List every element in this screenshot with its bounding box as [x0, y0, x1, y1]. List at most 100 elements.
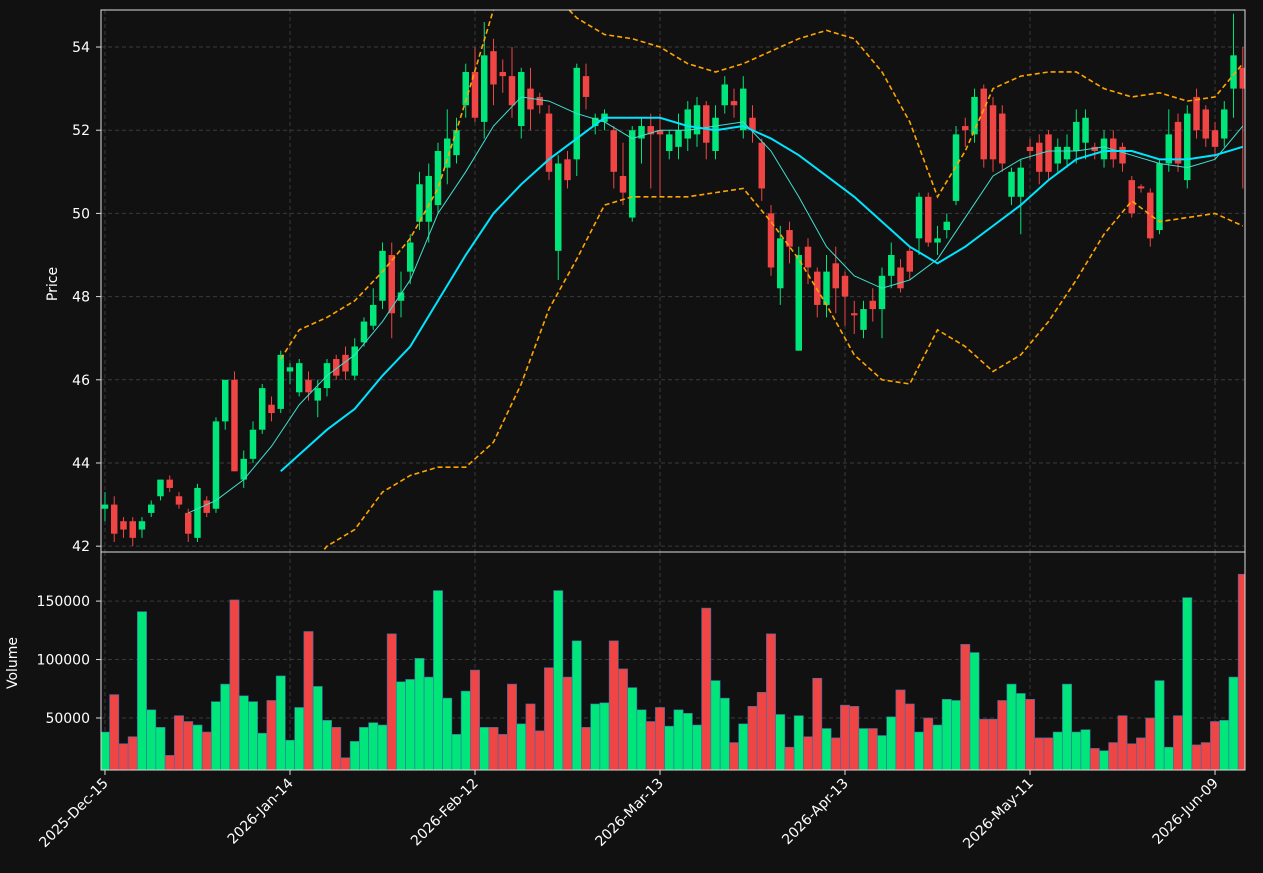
volume-bar [821, 728, 832, 770]
candle-body [906, 250, 914, 272]
candle-body [416, 184, 423, 222]
volume-bar [1182, 597, 1193, 770]
volume-bar [590, 703, 601, 770]
candle-body [1063, 146, 1071, 160]
volume-bar [1043, 737, 1054, 770]
candle-body [786, 230, 793, 247]
candle-body [666, 134, 673, 152]
volume-bar [710, 680, 721, 770]
volume-bar [377, 724, 388, 770]
x-tick-label: 2026-Apr-13 [779, 776, 852, 849]
candle-body [342, 354, 349, 372]
volume-bar [303, 631, 314, 770]
volume-bar [1191, 744, 1202, 770]
volume-bar [1015, 693, 1026, 770]
volume-bar [571, 640, 582, 770]
volume-bar [766, 633, 776, 770]
candle-body [962, 126, 969, 131]
candle-body [795, 255, 802, 351]
volume-bar [488, 727, 499, 770]
volume-bar [322, 720, 332, 770]
candle-body [925, 196, 932, 243]
candle-body [518, 71, 525, 127]
volume-bar [1173, 715, 1183, 770]
candle-body [971, 96, 978, 135]
overlay-line [280, 116, 1244, 473]
candle-body [175, 496, 183, 505]
candle-body [1128, 180, 1136, 214]
volume-bar [562, 676, 573, 770]
x-tick-label: 2026-May-11 [960, 776, 1037, 853]
candle-body [333, 358, 340, 376]
volume-bar [747, 705, 758, 770]
volume-bar [636, 709, 647, 770]
candle-body [592, 117, 599, 127]
volume-plot [101, 573, 1245, 770]
candle-body [295, 363, 303, 393]
candle-body [221, 379, 229, 422]
candle-body [869, 300, 877, 310]
candle-body [453, 130, 460, 156]
volume-bar [1228, 676, 1239, 770]
volume-bar [312, 686, 323, 770]
candle-body [749, 117, 756, 131]
candle-body [1008, 171, 1015, 197]
candle-body [129, 521, 136, 538]
volume-bar [1237, 573, 1245, 770]
volume-bar [331, 727, 342, 770]
volume-bar [1034, 737, 1045, 770]
volume-bar [849, 705, 860, 770]
volume-tick-label: 100000 [37, 653, 90, 669]
candle-body [888, 255, 895, 276]
volume-bar [1025, 698, 1035, 770]
candle-body [1054, 146, 1062, 164]
volume-bar [895, 689, 906, 770]
volume-bar [359, 727, 369, 770]
volume-bar [396, 681, 406, 770]
y-tick-label: 54 [72, 40, 90, 56]
volume-bar [544, 667, 554, 770]
candle-body [370, 304, 377, 326]
volume-bar [960, 644, 971, 770]
volume-bar [886, 716, 897, 770]
price-plot [101, 10, 1245, 552]
candle-body [897, 267, 904, 289]
candle-body [490, 51, 497, 85]
volume-bar [294, 707, 305, 770]
candle-body [740, 88, 747, 131]
volume-bar [220, 683, 231, 770]
volume-bar [442, 697, 453, 770]
candle-body [851, 313, 858, 316]
candle-body [120, 521, 127, 530]
volume-bar [951, 700, 961, 770]
volume-bar [101, 731, 110, 770]
volume-bar [1154, 680, 1165, 770]
volume-bar [211, 701, 221, 770]
candle-body [1230, 55, 1237, 89]
volume-bar [997, 700, 1008, 770]
volume-bar [1108, 742, 1119, 770]
volume-frame [100, 551, 1246, 771]
candle-body [841, 275, 849, 297]
volume-bar [1145, 717, 1156, 770]
candle-body [101, 504, 109, 509]
y-tick-label: 44 [72, 456, 90, 472]
volume-bar [340, 757, 351, 770]
volume-bar [285, 739, 295, 770]
volume-bar [470, 669, 480, 770]
candle-body [508, 76, 516, 106]
candle-body [1082, 117, 1089, 143]
candle-body [499, 71, 506, 77]
candle-body [462, 71, 469, 106]
volume-bar [914, 731, 924, 770]
y-tick-label: 50 [72, 206, 90, 222]
volume-bar [155, 727, 166, 770]
candle-body [767, 213, 775, 268]
volume-bar [645, 721, 656, 770]
overlay-line [321, 187, 1244, 552]
volume-bar [932, 724, 943, 770]
volume-bar [201, 731, 212, 770]
candle-body [314, 388, 321, 401]
candle-body [194, 487, 201, 538]
volume-axis-label: Volume [5, 637, 21, 689]
